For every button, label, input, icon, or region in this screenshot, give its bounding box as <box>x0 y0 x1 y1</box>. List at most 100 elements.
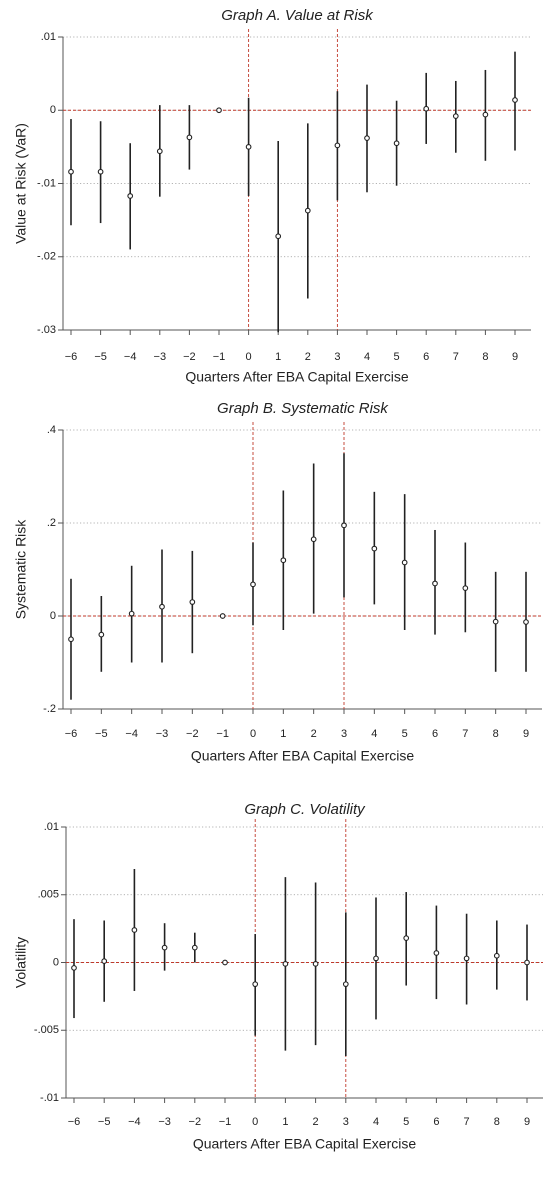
point-estimate <box>371 545 378 552</box>
chart-title: Graph A. Value at Risk <box>221 7 374 24</box>
point-estimate <box>373 955 379 962</box>
x-tick-label: 2 <box>313 1116 319 1128</box>
x-tick-label: 9 <box>523 728 529 740</box>
x-axis-label: Quarters After EBA Capital Exercise <box>185 369 409 385</box>
point-estimate <box>156 148 163 155</box>
x-tick-label: 5 <box>394 351 400 363</box>
point-estimate <box>68 636 74 643</box>
point-estimate <box>222 959 228 966</box>
x-tick-label: −6 <box>65 728 78 740</box>
x-tick-label: −5 <box>98 1116 111 1128</box>
point-estimate <box>189 599 196 605</box>
point-estimate <box>432 580 438 587</box>
x-tick-label: −2 <box>189 1116 202 1128</box>
point-estimate <box>216 107 222 114</box>
point-estimate <box>219 613 226 619</box>
chart-title: Graph B. Systematic Risk <box>217 400 389 417</box>
x-axis-label: Quarters After EBA Capital Exercise <box>191 748 415 764</box>
point-estimate <box>250 581 256 588</box>
x-tick-label: 4 <box>371 728 377 740</box>
x-tick-label: −4 <box>128 1116 141 1128</box>
point-estimate <box>161 944 168 951</box>
point-estimate <box>310 536 317 543</box>
y-tick-label: .4 <box>47 424 56 436</box>
point-estimate <box>523 619 529 625</box>
x-tick-label: 6 <box>432 728 438 740</box>
point-estimate <box>423 105 430 112</box>
point-estimate <box>334 142 341 149</box>
y-tick-label: .01 <box>44 821 59 833</box>
point-estimate <box>186 134 193 141</box>
chart-title: Graph C. Volatility <box>244 801 366 818</box>
point-estimate <box>462 585 469 591</box>
x-tick-label: 7 <box>464 1116 470 1128</box>
y-tick-label: 0 <box>50 104 56 116</box>
x-tick-label: 8 <box>494 1116 500 1128</box>
point-estimate <box>463 955 470 962</box>
x-tick-label: 7 <box>453 351 459 363</box>
x-tick-label: −3 <box>158 1116 171 1128</box>
point-estimate <box>98 631 105 638</box>
point-estimate <box>128 610 135 617</box>
x-axis-label: Quarters After EBA Capital Exercise <box>193 1136 417 1152</box>
point-estimate <box>282 961 289 967</box>
x-tick-label: 4 <box>373 1116 379 1128</box>
x-tick-label: 3 <box>343 1116 349 1128</box>
y-axis-label: Systematic Risk <box>13 519 29 620</box>
x-tick-label: 8 <box>493 728 499 740</box>
y-tick-label: 0 <box>53 956 59 968</box>
point-estimate <box>393 140 400 147</box>
point-estimate <box>341 522 347 529</box>
y-tick-label: -.005 <box>34 1024 59 1036</box>
x-tick-label: 6 <box>423 351 429 363</box>
point-estimate <box>512 97 518 103</box>
point-estimate <box>275 233 282 240</box>
point-estimate <box>159 603 165 610</box>
x-tick-label: 3 <box>341 728 347 740</box>
y-tick-label: -.03 <box>37 324 56 336</box>
x-tick-label: 9 <box>524 1116 530 1128</box>
point-estimate <box>403 935 410 941</box>
point-estimate <box>524 959 530 966</box>
x-tick-label: 5 <box>402 728 408 740</box>
x-tick-label: −6 <box>68 1116 81 1128</box>
point-estimate <box>433 950 440 956</box>
y-tick-label: .01 <box>41 31 56 43</box>
panel-b: Graph B. Systematic Risk .4 .2 0 -.2 −6 −5 −4 −3… <box>13 400 542 764</box>
x-tick-label: 1 <box>275 351 281 363</box>
point-estimate <box>252 981 259 988</box>
x-tick-label: 2 <box>305 351 311 363</box>
x-tick-label: −3 <box>156 728 169 740</box>
point-estimate <box>280 557 287 564</box>
y-tick-label: -.2 <box>43 703 56 715</box>
point-estimate <box>342 981 349 988</box>
x-tick-label: 8 <box>482 351 488 363</box>
x-tick-label: 1 <box>280 728 286 740</box>
x-tick-label: −3 <box>154 351 167 363</box>
x-tick-label: −4 <box>124 351 137 363</box>
point-estimate <box>127 193 134 199</box>
y-tick-label: -.01 <box>37 177 56 189</box>
y-tick-label: 0 <box>50 610 56 622</box>
point-estimate <box>482 111 489 118</box>
x-tick-label: 1 <box>282 1116 288 1128</box>
point-estimate <box>452 113 459 119</box>
x-tick-label: −2 <box>183 351 196 363</box>
point-estimate <box>101 958 108 964</box>
x-tick-label: −1 <box>213 351 226 363</box>
x-tick-label: 0 <box>252 1116 258 1128</box>
point-estimate <box>364 135 370 141</box>
x-tick-label: −5 <box>94 351 107 363</box>
panel-a: Graph A. Value at Risk .01 0 -.01 -.02 -.03 −6… <box>13 7 531 385</box>
y-tick-label: -.01 <box>40 1092 59 1104</box>
x-tick-label: 4 <box>364 351 370 363</box>
x-tick-label: −4 <box>125 728 138 740</box>
point-estimate <box>304 207 311 214</box>
point-estimate <box>245 144 252 150</box>
x-tick-label: −5 <box>95 728 108 740</box>
x-tick-label: 0 <box>250 728 256 740</box>
y-tick-label: -.02 <box>37 251 56 263</box>
y-tick-label: .2 <box>47 517 56 529</box>
point-estimate <box>71 965 77 971</box>
